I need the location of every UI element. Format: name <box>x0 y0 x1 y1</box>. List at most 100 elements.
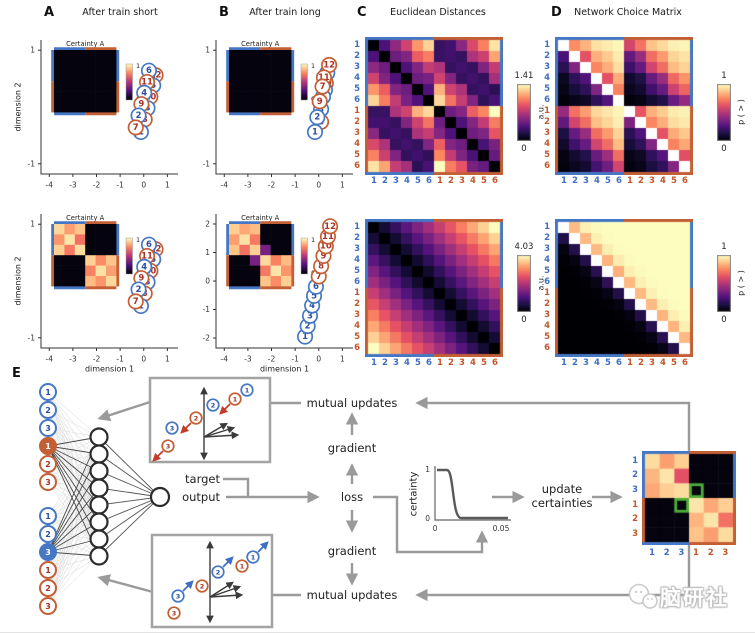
inset-cell <box>239 50 251 61</box>
inset-cell <box>260 224 271 235</box>
inset-cell <box>74 276 86 287</box>
box-item <box>167 606 181 620</box>
heatmap-col-label: 6 <box>492 358 498 368</box>
heatmap-col-label: 3 <box>583 358 589 368</box>
inset-cell <box>54 276 65 287</box>
box-item-number: 3 <box>170 425 175 433</box>
heatmap-col-label: 6 <box>426 176 432 186</box>
heatmap-d_bottom <box>555 219 693 357</box>
heatmap-col-label: 5 <box>415 176 421 186</box>
inset-cell <box>74 91 86 103</box>
sigmoid-xtick-0: 0 <box>432 524 438 533</box>
heatmap-col-label: 5 <box>671 176 677 186</box>
heatmap-col-label: 6 <box>682 358 688 368</box>
inset-cell <box>249 102 261 113</box>
colorbar-max: 1.41 <box>514 71 534 81</box>
edge-light <box>47 427 100 472</box>
heatmap-row-label: 6 <box>354 277 360 287</box>
inset-cell <box>64 265 76 277</box>
scatter-point-number: 7 <box>316 272 322 282</box>
inset-cell <box>281 224 292 235</box>
input-node-number: 1 <box>45 388 51 397</box>
label-mutual-updates-bottom: mutual updates <box>306 588 398 602</box>
heatmap-col-label: 5 <box>481 358 487 368</box>
inset-cell <box>64 255 76 266</box>
box-item-number: 1 <box>251 554 256 562</box>
heatmap-row-label: 6 <box>544 343 550 353</box>
label-loss: loss <box>340 490 364 504</box>
heatmap-col-label: 2 <box>572 358 578 368</box>
heatmap-col-label: 3 <box>393 358 399 368</box>
x-tick-label: -2 <box>93 181 101 190</box>
update-arrow-sw <box>219 403 231 415</box>
inset-cell <box>229 50 240 61</box>
inset-cell <box>54 50 65 61</box>
sigmoid-ytick-0: 0 <box>425 514 430 523</box>
edge-light <box>47 515 100 557</box>
heatmap-col-label: 4 <box>404 176 410 186</box>
heatmap-col-label: 6 <box>616 358 622 368</box>
sigmoid-xtick-005: 0.05 <box>492 524 510 533</box>
inset-cell <box>64 70 76 82</box>
y-axis-label: dimension 2 <box>14 82 23 131</box>
edge-light <box>47 470 100 607</box>
inset-cell <box>106 234 117 246</box>
box-item <box>211 565 225 579</box>
title-euclidean-distances: Euclidean Distances <box>390 7 486 18</box>
heatmap-row-label: 2 <box>354 51 360 61</box>
box-item <box>171 589 185 603</box>
inset-cell <box>64 224 76 235</box>
colorbar-c_bottom <box>517 255 531 312</box>
heatmap-col-label: 5 <box>671 358 677 368</box>
box-item <box>161 439 175 453</box>
inset-cell <box>64 276 76 287</box>
inset-cell <box>249 60 261 72</box>
arrow-matrix-to-mutual-bottom <box>415 540 691 602</box>
inset-cell <box>229 102 240 113</box>
sigmoid-ytick-1: 1 <box>425 465 430 474</box>
scatter-point-number: 8 <box>318 262 324 272</box>
scatter-point-number: 2 <box>136 111 142 121</box>
heatmap-row-label: 1 <box>354 106 360 116</box>
edge-light <box>47 436 100 607</box>
edge-hidden-output <box>98 496 161 506</box>
inset-cell <box>54 265 65 277</box>
edge-light <box>47 538 100 607</box>
watermark: 脑研社 <box>626 581 729 613</box>
scatter-point-number: 12 <box>323 60 335 70</box>
inset-cell <box>85 265 96 277</box>
heatmap-col-label: 5 <box>605 358 611 368</box>
heatmap-row-label: 2 <box>544 299 550 309</box>
y-tick-label: 2 <box>205 219 210 228</box>
certainty-matrix-col-label: 2 <box>663 548 670 558</box>
inset-colorbar <box>300 237 308 275</box>
inset-cell <box>270 265 282 277</box>
inset-cell <box>106 60 117 72</box>
inset-cell <box>85 244 96 256</box>
y-tick-label: -2 <box>203 334 211 343</box>
scatter-point-number: 4 <box>309 301 315 311</box>
heatmap-row-label: 2 <box>354 299 360 309</box>
inset-title: Certainty A <box>66 214 105 222</box>
edge-light <box>47 436 100 465</box>
inset-cell <box>270 50 282 61</box>
scatter-point-number: 2 <box>314 113 320 123</box>
inset-cell <box>249 70 261 82</box>
heatmap-col-label: 3 <box>459 176 465 186</box>
inset-cell <box>85 70 96 82</box>
x-tick-label: -4 <box>46 355 54 364</box>
y-tick-label: 1 <box>205 248 210 257</box>
scatter-point-number: 9 <box>317 97 323 107</box>
output-node <box>149 486 171 508</box>
heatmap-row-label: 1 <box>354 288 360 298</box>
certainty-matrix-row-label: 1 <box>632 499 638 510</box>
scatter-point <box>306 123 324 141</box>
heatmap-row-label: 6 <box>354 161 360 171</box>
heatmap-row-label: 2 <box>354 117 360 127</box>
scatter-point-number: 11 <box>141 252 153 262</box>
inset-cell <box>270 81 282 92</box>
inset-cell <box>249 265 261 277</box>
box-item-number: 2 <box>216 569 221 577</box>
inset-cell <box>249 255 261 266</box>
heatmap-col-label: 3 <box>459 358 465 368</box>
